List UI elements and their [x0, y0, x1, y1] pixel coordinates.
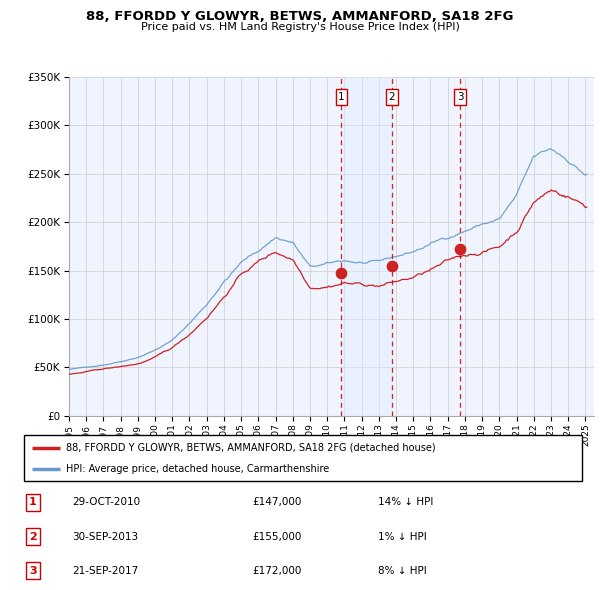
Text: £172,000: £172,000: [252, 566, 301, 576]
Text: 88, FFORDD Y GLOWYR, BETWS, AMMANFORD, SA18 2FG: 88, FFORDD Y GLOWYR, BETWS, AMMANFORD, S…: [86, 10, 514, 23]
Text: Price paid vs. HM Land Registry's House Price Index (HPI): Price paid vs. HM Land Registry's House …: [140, 22, 460, 32]
Text: 1% ↓ HPI: 1% ↓ HPI: [378, 532, 427, 542]
Text: 2: 2: [29, 532, 37, 542]
Text: 3: 3: [29, 566, 37, 576]
Text: 1: 1: [338, 92, 345, 102]
Point: [337, 269, 346, 278]
Bar: [341, 77, 392, 416]
Text: 3: 3: [457, 92, 463, 102]
Text: HPI: Average price, detached house, Carmarthenshire: HPI: Average price, detached house, Carm…: [66, 464, 329, 474]
Text: 29-OCT-2010: 29-OCT-2010: [72, 497, 140, 507]
Text: £155,000: £155,000: [252, 532, 301, 542]
FancyBboxPatch shape: [24, 435, 582, 481]
Text: 1: 1: [29, 497, 37, 507]
Text: 88, FFORDD Y GLOWYR, BETWS, AMMANFORD, SA18 2FG (detached house): 88, FFORDD Y GLOWYR, BETWS, AMMANFORD, S…: [66, 442, 436, 453]
Text: 30-SEP-2013: 30-SEP-2013: [72, 532, 138, 542]
Text: £147,000: £147,000: [252, 497, 301, 507]
Text: 21-SEP-2017: 21-SEP-2017: [72, 566, 138, 576]
Point: [387, 261, 397, 270]
Text: 8% ↓ HPI: 8% ↓ HPI: [378, 566, 427, 576]
Text: 2: 2: [388, 92, 395, 102]
Point: [455, 244, 465, 254]
Text: 14% ↓ HPI: 14% ↓ HPI: [378, 497, 433, 507]
